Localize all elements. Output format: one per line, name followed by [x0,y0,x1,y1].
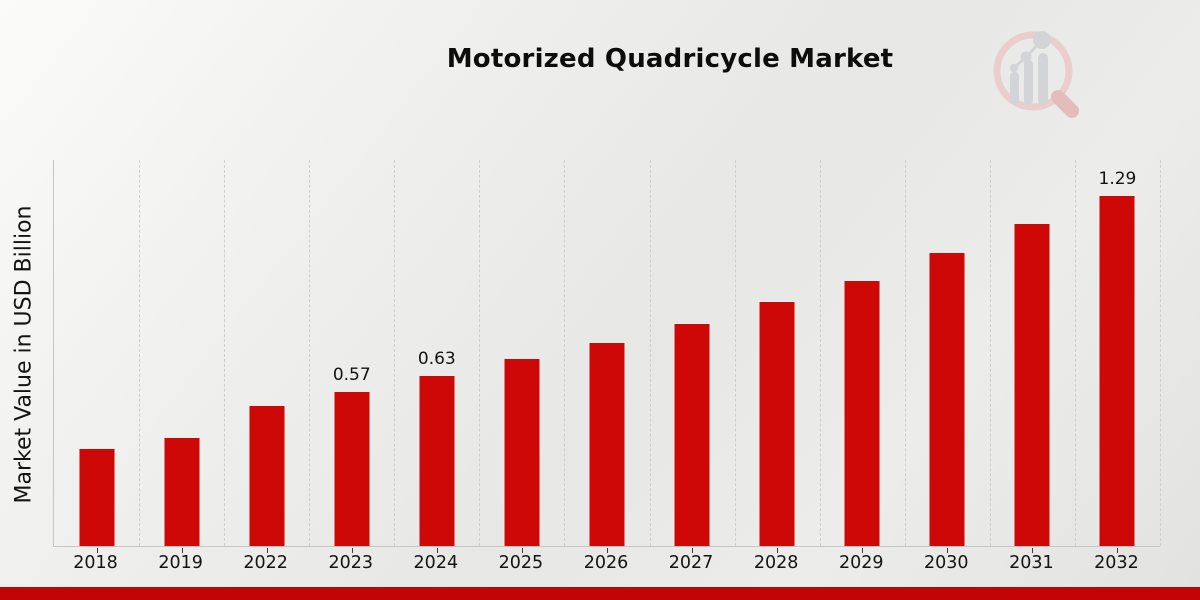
x-tick-label: 2024 [413,553,459,573]
bar-value-label: 1.29 [1098,169,1137,190]
x-tick-label: 2030 [924,553,969,573]
x-tick-label: 2031 [1009,553,1054,573]
axis-tick [181,548,183,553]
axis-tick [862,548,864,553]
axis-tick [96,548,98,553]
axis-tick [606,548,608,553]
bar-column [820,160,906,553]
axis-tick [266,548,268,553]
bar-2030 [928,252,966,546]
bar-column: 0.57 [309,160,396,553]
bar-column [224,160,311,553]
x-tick-label: 2018 [73,553,118,573]
bar-2024 [418,374,456,546]
x-tick-label: 2029 [838,553,884,573]
axis-tick [351,548,353,553]
bar-2018 [78,448,116,546]
bar-value-label: 0.57 [332,365,371,386]
x-tick-label: 2023 [328,553,374,573]
axis-tick [692,548,694,553]
bar-2019 [163,437,201,546]
x-tick-label: 2025 [498,553,544,573]
bar-column [479,160,566,553]
bar-column [650,160,736,553]
bottom-accent-strip [0,587,1200,600]
x-tick-label: 2022 [243,553,288,573]
bar-column [735,160,821,553]
bar-column [54,160,141,553]
x-tick-label: 2019 [158,553,203,573]
bar-2029 [843,279,881,546]
axis-tick [777,548,779,553]
bar-2031 [1013,222,1051,546]
bar-column: 1.29 [1075,160,1161,553]
magnifier-bar-chart-watermark-icon [993,31,1079,118]
x-tick-label: 2032 [1094,553,1139,573]
plot-area: 0.57 0.63 1.29 [53,160,1161,553]
bar-2028 [758,301,796,546]
x-tick-label: 2026 [583,553,629,573]
axis-tick [436,548,438,553]
bar-2027 [673,323,711,546]
bar-2023 [333,391,371,546]
bar-column [139,160,226,553]
bar-2032 [1098,195,1136,546]
x-axis-labels: 2018 2019 2022 2023 2024 2025 2026 2027 2028 2029… [53,553,1159,577]
axis-tick [947,548,949,553]
bar-column [564,160,651,553]
bar-value-label: 0.63 [417,348,456,369]
bar-column [990,160,1076,553]
axis-tick [1117,548,1119,553]
axis-tick [1032,548,1034,553]
x-tick-label: 2027 [668,553,714,573]
bar-2026 [588,342,626,546]
bar-2025 [503,358,541,546]
bar-column [905,160,991,553]
bar-2022 [248,404,286,546]
x-tick-label: 2028 [753,553,799,573]
axis-tick [521,548,523,553]
y-axis-label: Market Value in USD Billion [11,205,37,504]
chart-title: Motorized Quadricycle Market [446,44,894,74]
bar-column: 0.63 [394,160,481,553]
